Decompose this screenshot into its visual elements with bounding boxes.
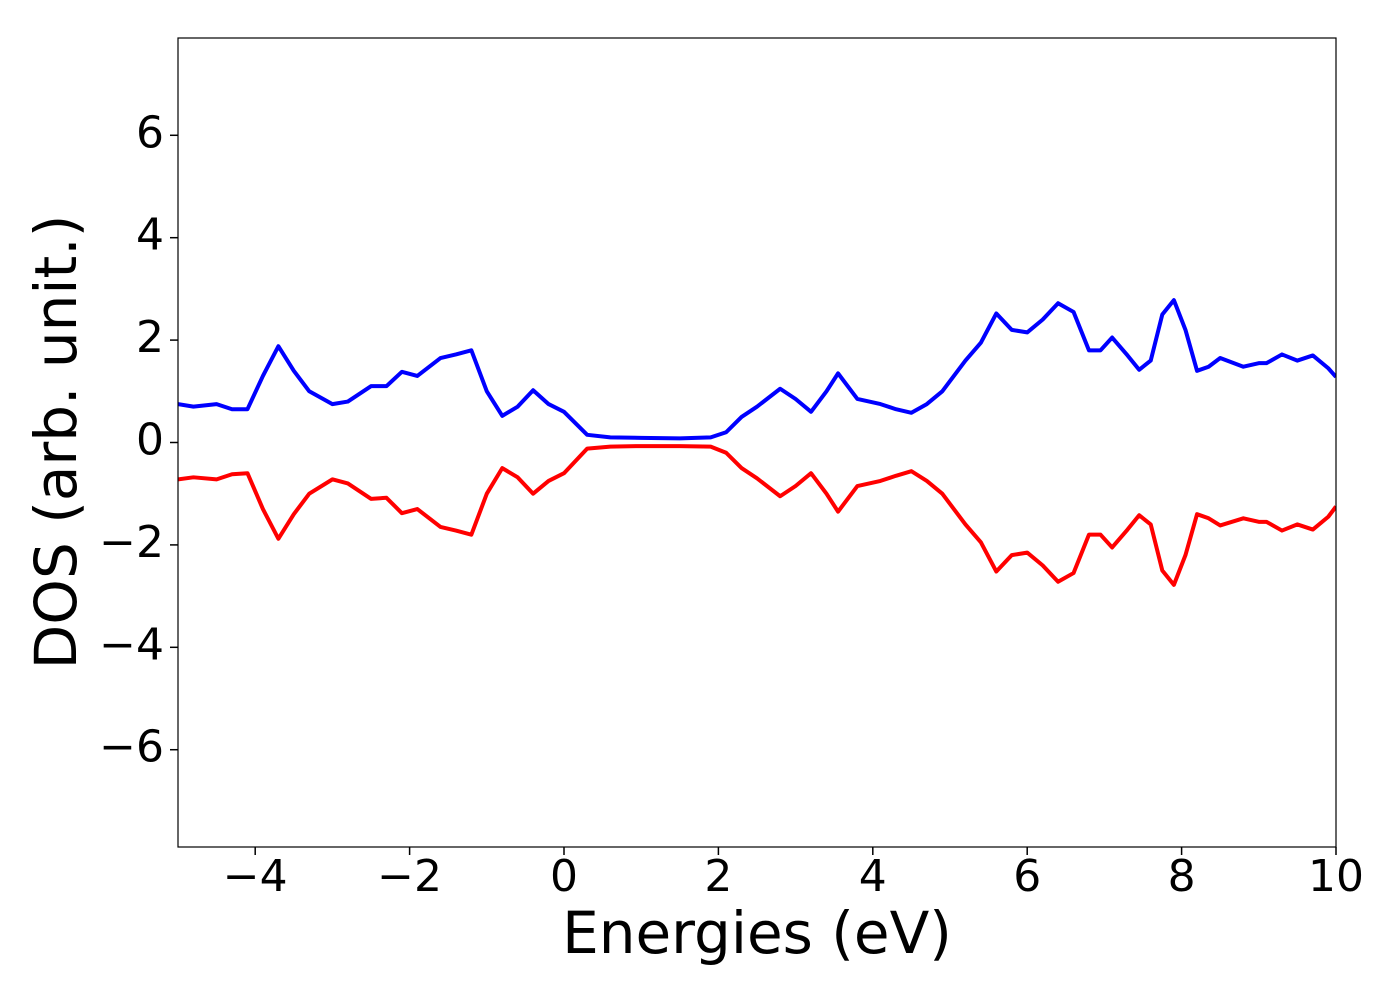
x-tick-label: −2 bbox=[377, 851, 442, 902]
y-tick-label: 6 bbox=[136, 107, 164, 158]
x-tick-label: −4 bbox=[223, 851, 288, 902]
x-tick-label: 2 bbox=[704, 851, 732, 902]
y-tick-label: −2 bbox=[99, 517, 164, 568]
y-axis-label: DOS (arb. unit.) bbox=[22, 215, 90, 670]
y-tick-label: −4 bbox=[99, 619, 164, 670]
y-tick-label: 0 bbox=[136, 415, 164, 466]
y-tick-label: 2 bbox=[136, 312, 164, 363]
data-line bbox=[178, 298, 1336, 441]
y-tick-label: −6 bbox=[99, 722, 164, 773]
x-tick-label: 4 bbox=[859, 851, 887, 902]
x-tick-label: 8 bbox=[1168, 851, 1196, 902]
x-tick-label: 0 bbox=[550, 851, 578, 902]
x-axis-label: Energies (eV) bbox=[562, 899, 952, 967]
y-tick-label: 4 bbox=[136, 210, 164, 261]
plot-frame bbox=[177, 37, 1337, 848]
x-tick-label: 10 bbox=[1308, 851, 1364, 902]
data-line bbox=[178, 444, 1336, 587]
x-tick-label: 6 bbox=[1013, 851, 1041, 902]
